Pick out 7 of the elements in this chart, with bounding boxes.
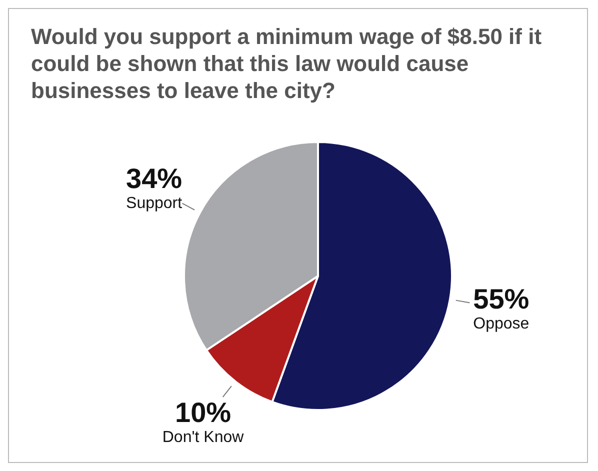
slice-label: Oppose (473, 315, 530, 332)
slice-label: Support (126, 195, 183, 212)
slice-label: Don't Know (162, 429, 244, 446)
data-label: 10% (175, 397, 232, 428)
chart-title: Would you support a minimum wage of $8.50 if it could be shown that this law would cause businesses to leave the city? (30, 23, 543, 104)
data-label: 55% (473, 283, 530, 314)
data-label: 34% (126, 163, 182, 194)
